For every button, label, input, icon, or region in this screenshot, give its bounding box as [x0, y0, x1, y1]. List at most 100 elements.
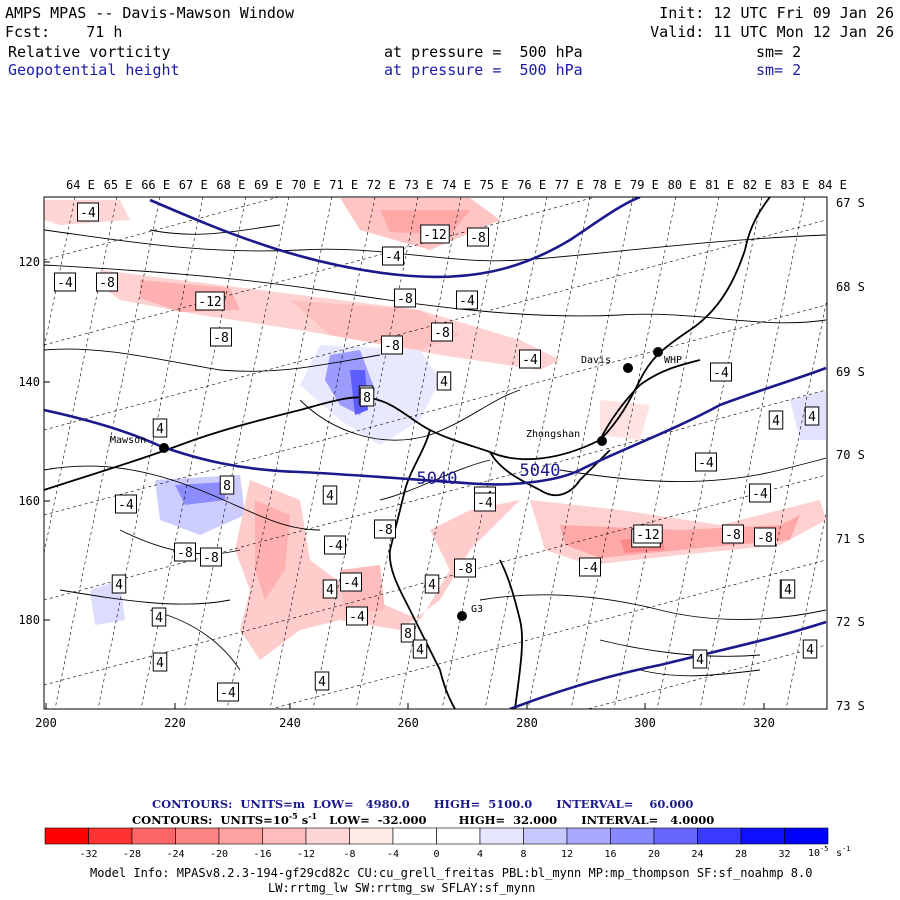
colorbar-tick: 8	[520, 849, 526, 860]
colorbar: -32 -28 -24 -20 -16 -12 -8 -4 0 4 8 12 16 20 24 28 32 10…	[44, 827, 850, 860]
vorticity-shading	[44, 198, 826, 660]
vorticity-contour-label: 4	[692, 649, 708, 669]
colorbar-cell	[523, 827, 568, 845]
forecast-hour: Fcst: 71 h	[5, 23, 123, 41]
vorticity-contour-label: -4	[710, 362, 732, 382]
lon-label: 81 E	[705, 178, 734, 192]
station-label: Davis	[581, 355, 611, 366]
colorbar-cell	[131, 827, 176, 845]
vorticity-contour-label: -4	[749, 483, 771, 503]
svg-text:-4: -4	[698, 456, 714, 471]
vorticity-contour-label: -4	[340, 572, 362, 592]
svg-text:-4: -4	[349, 610, 365, 625]
vorticity-contour-label: 4	[436, 371, 452, 391]
colorbar-tick: -8	[343, 849, 355, 860]
right-latitude-labels: 67 S 68 S 69 S 70 S 71 S 72 S 73 S	[836, 196, 865, 713]
svg-text:-4: -4	[343, 576, 359, 591]
colorbar-tick: 24	[691, 849, 703, 860]
colorbar-tick: -4	[387, 849, 399, 860]
lon-label: 67 E	[179, 178, 208, 192]
colorbar-tick: -16	[253, 849, 271, 860]
colorbar-tick: -32	[79, 849, 97, 860]
lon-label: 68 E	[216, 178, 245, 192]
lon-label: 75 E	[480, 178, 509, 192]
colorbar-cell	[392, 827, 437, 845]
vorticity-contour-label: -4	[695, 452, 717, 472]
x-label: 220	[164, 716, 186, 730]
colorbar-cell	[305, 827, 350, 845]
vorticity-contour-label: 4	[424, 574, 440, 594]
station-marker	[597, 436, 607, 446]
vorticity-contour-label: -12	[420, 224, 450, 244]
svg-text:8: 8	[223, 479, 231, 494]
vorticity-contour-label: -4	[382, 246, 404, 266]
vorticity-contour-label: -8	[394, 288, 416, 308]
colorbar-cell	[349, 827, 394, 845]
svg-text:-4: -4	[385, 250, 401, 265]
svg-text:-8: -8	[177, 546, 193, 561]
colorbar-cells	[44, 827, 829, 845]
init-time: Init: 12 UTC Fri 09 Jan 26	[659, 4, 894, 22]
svg-text:4: 4	[156, 422, 164, 437]
vorticity-contour-label: -4	[217, 682, 239, 702]
lat-label: 70 S	[836, 448, 865, 462]
vorticity-contour-label: 8	[219, 475, 235, 495]
svg-text:s: s	[836, 848, 842, 859]
y-label: 140	[18, 375, 40, 389]
svg-text:-4: -4	[327, 539, 343, 554]
svg-text:-5: -5	[820, 845, 828, 853]
svg-text:-8: -8	[757, 531, 773, 546]
svg-text:4: 4	[440, 375, 448, 390]
field2-smooth: sm= 2	[756, 61, 802, 79]
x-label: 300	[634, 716, 656, 730]
field2-name: Geopotential height	[8, 61, 180, 79]
svg-text:-8: -8	[725, 528, 741, 543]
vorticity-contour-label: -4	[474, 492, 496, 512]
lat-label: 72 S	[836, 615, 865, 629]
vorticity-contour-label: 4	[802, 639, 818, 659]
svg-text:-4: -4	[459, 294, 475, 309]
vorticity-contour-label: -4	[54, 272, 76, 292]
station-label: WHP	[664, 355, 682, 366]
vorticity-contour-label: 4	[152, 652, 168, 672]
colorbar-tick: 32	[778, 849, 790, 860]
station-label: Zhongshan	[526, 429, 580, 440]
lon-label: 64 E	[66, 178, 95, 192]
colorbar-cell	[653, 827, 698, 845]
lon-label: 80 E	[668, 178, 697, 192]
lon-label: 74 E	[442, 178, 471, 192]
vorticity-contour-label: 4	[780, 579, 796, 599]
colorbar-ticks: -32 -28 -24 -20 -16 -12 -8 -4 0 4 8 12 16 20 24 28 32	[79, 849, 790, 860]
svg-text:4: 4	[784, 583, 792, 598]
svg-text:4: 4	[772, 414, 780, 429]
colorbar-tick: 20	[648, 849, 660, 860]
lon-label: 73 E	[404, 178, 433, 192]
vorticity-contour-label: -8	[200, 547, 222, 567]
height-contour-label: 5040	[520, 461, 561, 481]
colorbar-cell	[88, 827, 133, 845]
colorbar-tick: 0	[433, 849, 439, 860]
x-label: 320	[753, 716, 775, 730]
svg-text:-4: -4	[57, 276, 73, 291]
height-contour-label: 5040	[417, 469, 458, 489]
valid-time: Valid: 11 UTC Mon 12 Jan 26	[650, 23, 894, 41]
y-label: 180	[18, 613, 40, 627]
svg-text:4: 4	[808, 410, 816, 425]
lon-label: 83 E	[780, 178, 809, 192]
lat-label: 68 S	[836, 280, 865, 294]
vorticity-contour-label: -8	[210, 327, 232, 347]
svg-text:4: 4	[155, 611, 163, 626]
colorbar-unit: 10 -5 s -1	[808, 845, 850, 859]
field1-name: Relative vorticity	[8, 43, 171, 61]
station-label: Mawson	[110, 435, 146, 446]
lon-label: 69 E	[254, 178, 283, 192]
svg-text:4: 4	[156, 656, 164, 671]
colorbar-tick: 12	[561, 849, 573, 860]
contour1-label: CONTOURS: UNITS=m LOW= 4980.0 HIGH= 5100…	[152, 797, 694, 811]
svg-text:4: 4	[115, 578, 123, 593]
colorbar-cell	[784, 827, 829, 845]
field1-smooth: sm= 2	[756, 43, 802, 61]
svg-text:-12: -12	[636, 528, 659, 543]
colorbar-tick: -24	[166, 849, 184, 860]
bottom-x-labels: 200 220 240 260 280 300 320	[35, 703, 775, 730]
